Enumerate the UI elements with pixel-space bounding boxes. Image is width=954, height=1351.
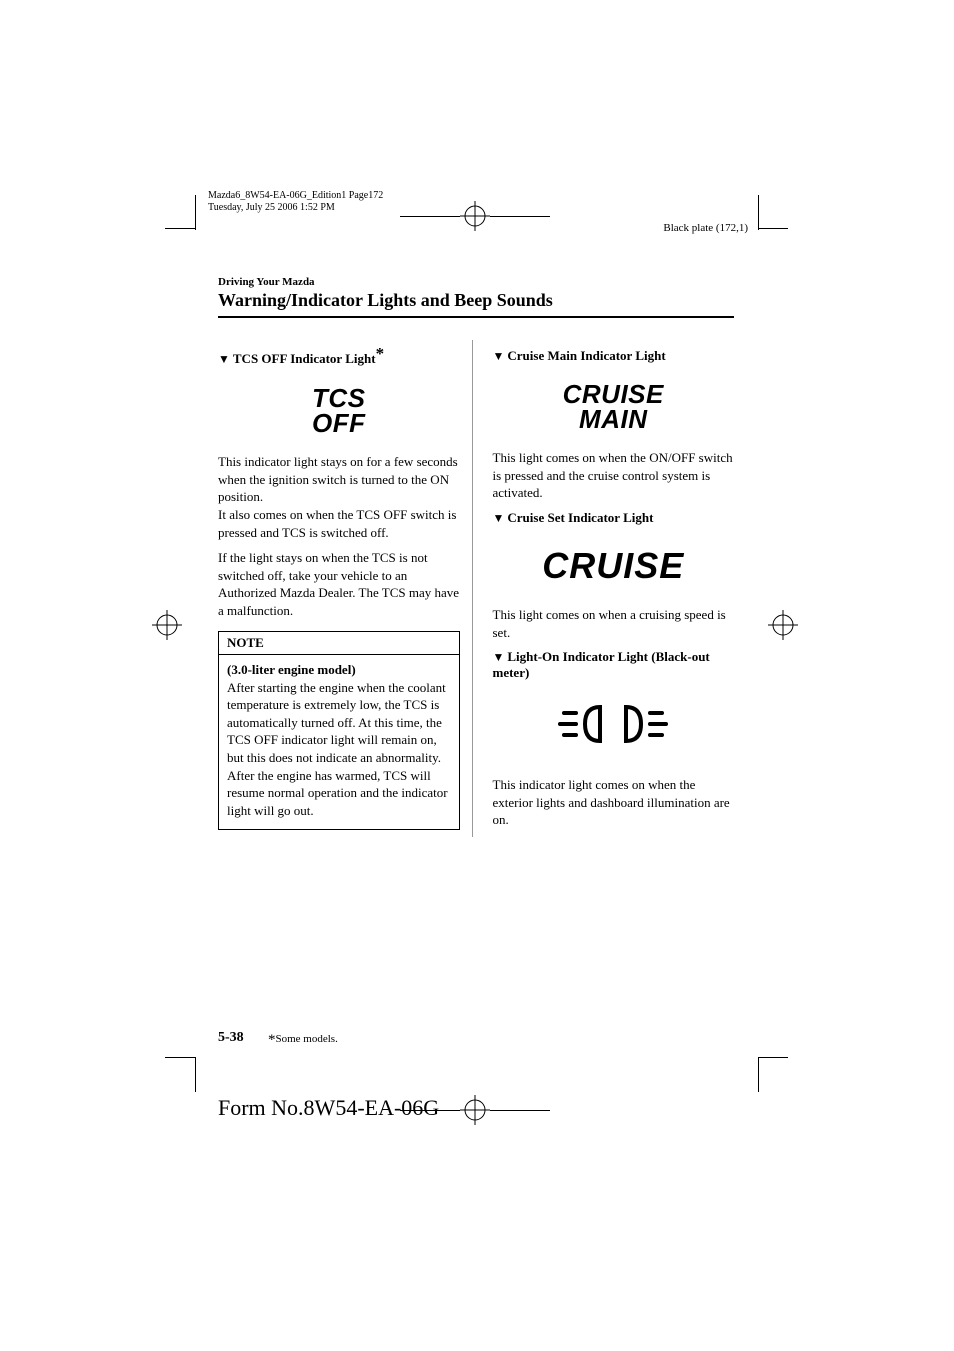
cruise-main-graphic: CRUISE MAIN	[493, 382, 735, 431]
body-text: It also comes on when the TCS OFF switch…	[218, 506, 460, 541]
page-number: 5-38	[218, 1030, 244, 1046]
subheading-cruise-set-text: Cruise Set Indicator Light	[507, 510, 653, 525]
note-box: NOTE (3.0-liter engine model) After star…	[218, 631, 460, 830]
body-text: This indicator light comes on when the e…	[493, 776, 735, 829]
registration-target-icon	[152, 610, 182, 640]
black-plate-label: Black plate (172,1)	[663, 222, 748, 234]
subheading-cruise-main-text: Cruise Main Indicator Light	[507, 348, 665, 363]
registration-target-icon	[460, 1095, 490, 1125]
asterisk-icon: *	[376, 344, 385, 363]
body-text: This light comes on when the ON/OFF swit…	[493, 449, 735, 502]
subheading-cruise-main: ▼Cruise Main Indicator Light	[493, 348, 735, 364]
subheading-cruise-set: ▼Cruise Set Indicator Light	[493, 510, 735, 526]
subheading-tcs-off-text: TCS OFF Indicator Light	[233, 351, 376, 366]
registration-target-icon	[460, 201, 490, 231]
crop-mark	[195, 195, 196, 230]
asterisk-icon: *	[268, 1032, 276, 1048]
crop-mark	[165, 228, 195, 229]
triangle-marker-icon: ▼	[493, 650, 505, 664]
body-text: This indicator light stays on for a few …	[218, 453, 460, 506]
doc-header-line2: Tuesday, July 25 2006 1:52 PM	[208, 202, 383, 214]
subheading-tcs-off: ▼TCS OFF Indicator Light*	[218, 348, 460, 368]
doc-header-line1: Mazda6_8W54-EA-06G_Edition1 Page172	[208, 190, 383, 202]
subheading-light-on: ▼Light-On Indicator Light (Black-out met…	[493, 649, 735, 681]
note-body: (3.0-liter engine model) After starting …	[219, 655, 459, 829]
subheading-light-on-text: Light-On Indicator Light (Black-out mete…	[493, 649, 710, 680]
column-right: ▼Cruise Main Indicator Light CRUISE MAIN…	[493, 340, 735, 837]
breadcrumb: Driving Your Mazda	[218, 276, 315, 288]
content-area: ▼TCS OFF Indicator Light* TCS OFF This i…	[218, 340, 734, 837]
note-model-label: (3.0-liter engine model)	[227, 662, 356, 677]
column-left: ▼TCS OFF Indicator Light* TCS OFF This i…	[218, 340, 473, 837]
crop-mark	[758, 1057, 759, 1092]
crop-mark	[758, 1057, 788, 1058]
some-models-text: Some models.	[276, 1033, 338, 1045]
body-text: This light comes on when a cruising spee…	[493, 606, 735, 641]
body-text: If the light stays on when the TCS is no…	[218, 549, 460, 619]
triangle-marker-icon: ▼	[493, 349, 505, 363]
crop-mark	[758, 195, 759, 230]
registration-line	[490, 1110, 550, 1111]
light-on-icon	[493, 699, 735, 754]
page-note: *Some models.	[268, 1030, 338, 1047]
form-number: Form No.8W54-EA-06G	[218, 1095, 439, 1121]
triangle-marker-icon: ▼	[218, 352, 230, 366]
cruise-set-graphic: CRUISE	[493, 548, 735, 584]
triangle-marker-icon: ▼	[493, 511, 505, 525]
tcs-off-graphic: TCS OFF	[218, 386, 460, 435]
registration-line	[490, 216, 550, 217]
tcs-graphic-line2: OFF	[218, 411, 460, 436]
tcs-graphic-line1: TCS	[218, 386, 460, 411]
note-header: NOTE	[219, 632, 459, 655]
page-title: Warning/Indicator Lights and Beep Sounds	[218, 290, 734, 318]
crop-mark	[165, 1057, 195, 1058]
crop-mark	[758, 228, 788, 229]
registration-target-icon	[768, 610, 798, 640]
document-header-meta: Mazda6_8W54-EA-06G_Edition1 Page172 Tues…	[208, 190, 383, 214]
note-text: After starting the engine when the coola…	[227, 680, 448, 818]
cruise-main-line2: MAIN	[493, 407, 735, 432]
cruise-main-line1: CRUISE	[493, 382, 735, 407]
registration-line	[400, 216, 460, 217]
crop-mark	[195, 1057, 196, 1092]
